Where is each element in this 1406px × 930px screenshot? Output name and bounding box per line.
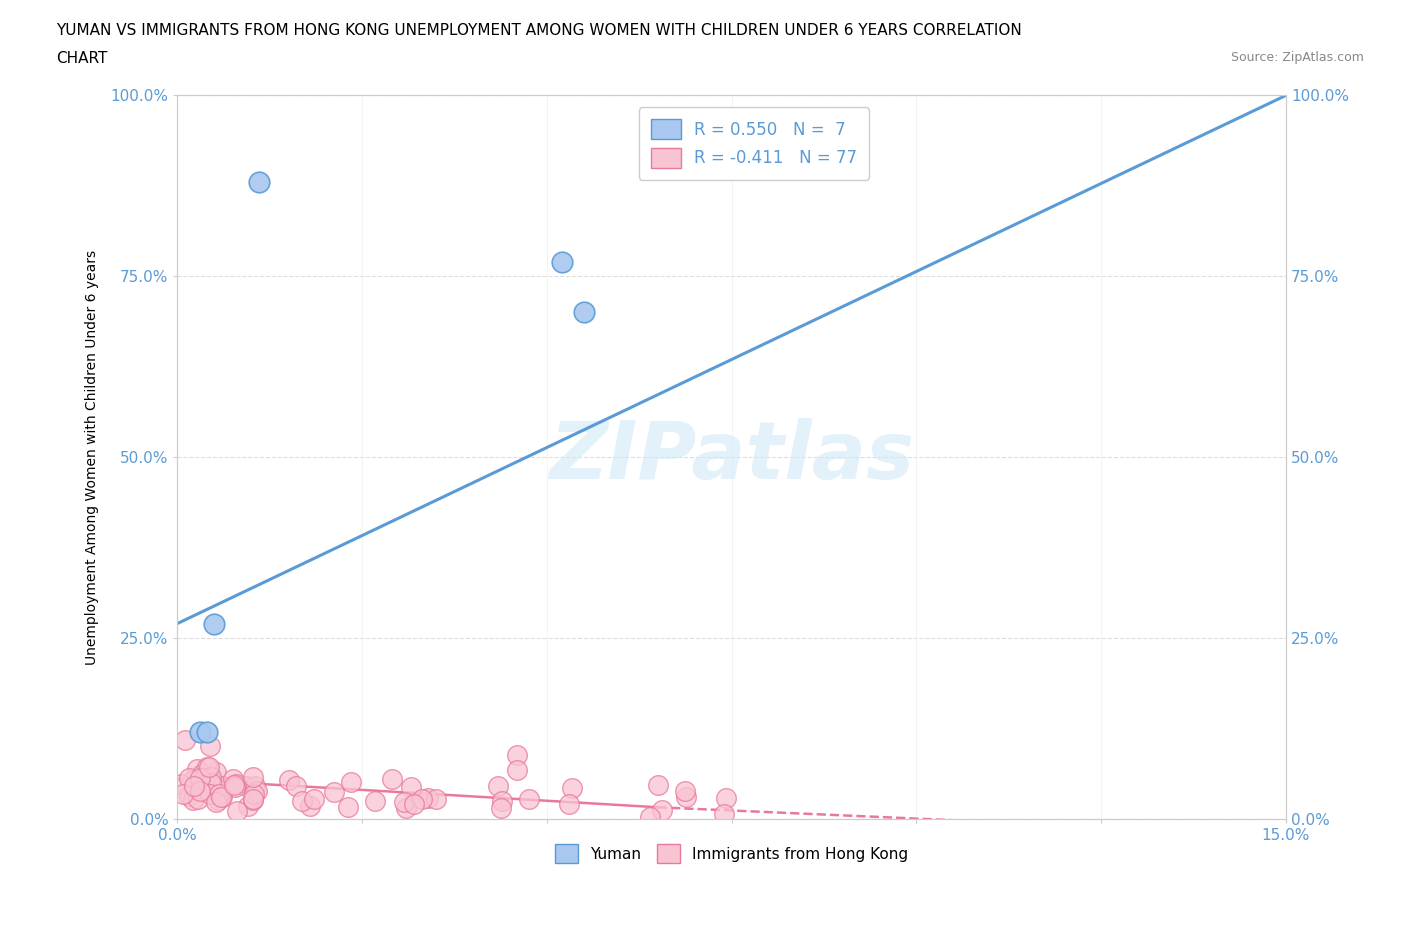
Point xyxy=(416,790,439,805)
Point xyxy=(173,733,195,748)
Point xyxy=(226,804,249,818)
Point xyxy=(205,795,228,810)
Point xyxy=(322,784,344,799)
Point xyxy=(340,775,363,790)
Text: CHART: CHART xyxy=(56,51,108,66)
Point xyxy=(188,784,211,799)
Point xyxy=(243,778,266,793)
Point xyxy=(402,796,425,811)
Point xyxy=(222,772,245,787)
Point xyxy=(551,254,574,269)
Point xyxy=(190,783,212,798)
Point xyxy=(225,777,247,791)
Point xyxy=(302,791,325,806)
Point xyxy=(242,792,264,807)
Point xyxy=(235,778,257,793)
Point xyxy=(183,778,205,793)
Point xyxy=(186,762,208,777)
Point xyxy=(298,798,321,813)
Point xyxy=(198,759,221,774)
Point xyxy=(236,799,259,814)
Point xyxy=(364,794,387,809)
Point xyxy=(214,779,236,794)
Point xyxy=(713,806,735,821)
Point xyxy=(242,786,264,801)
Point xyxy=(195,724,218,739)
Point xyxy=(651,803,673,817)
Point xyxy=(572,305,595,320)
Point xyxy=(506,747,529,762)
Point xyxy=(242,769,264,784)
Text: YUMAN VS IMMIGRANTS FROM HONG KONG UNEMPLOYMENT AMONG WOMEN WITH CHILDREN UNDER : YUMAN VS IMMIGRANTS FROM HONG KONG UNEMP… xyxy=(56,23,1022,38)
Point xyxy=(211,790,233,804)
Point xyxy=(197,760,219,775)
Point xyxy=(224,779,246,794)
Point xyxy=(211,778,233,793)
Point xyxy=(177,789,200,804)
Point xyxy=(195,781,218,796)
Point xyxy=(170,777,193,791)
Legend: Yuman, Immigrants from Hong Kong: Yuman, Immigrants from Hong Kong xyxy=(550,838,914,870)
Point xyxy=(179,771,201,786)
Point xyxy=(517,792,540,807)
Point xyxy=(381,771,404,786)
Point xyxy=(561,781,583,796)
Point xyxy=(489,801,512,816)
Point xyxy=(200,738,222,753)
Point xyxy=(172,787,194,802)
Point xyxy=(222,777,245,792)
Point xyxy=(187,791,209,806)
Point xyxy=(395,801,418,816)
Point xyxy=(246,783,269,798)
Point xyxy=(285,779,308,794)
Text: ZIPatlas: ZIPatlas xyxy=(550,418,914,496)
Point xyxy=(200,787,222,802)
Point xyxy=(202,616,225,631)
Point xyxy=(425,791,447,806)
Point xyxy=(486,778,509,793)
Y-axis label: Unemployment Among Women with Children Under 6 years: Unemployment Among Women with Children U… xyxy=(86,249,100,665)
Point xyxy=(714,790,737,805)
Point xyxy=(207,793,229,808)
Point xyxy=(247,175,270,190)
Point xyxy=(188,770,211,785)
Point xyxy=(673,783,696,798)
Point xyxy=(205,764,228,779)
Text: Source: ZipAtlas.com: Source: ZipAtlas.com xyxy=(1230,51,1364,64)
Point xyxy=(337,799,360,814)
Point xyxy=(188,724,211,739)
Point xyxy=(193,771,215,786)
Point xyxy=(181,773,204,788)
Point xyxy=(392,794,415,809)
Point xyxy=(675,790,697,804)
Point xyxy=(411,791,433,806)
Point xyxy=(291,793,314,808)
Point xyxy=(191,766,214,781)
Point xyxy=(638,810,661,825)
Point xyxy=(399,779,422,794)
Point xyxy=(200,774,222,789)
Point xyxy=(209,790,232,804)
Point xyxy=(647,777,669,792)
Point xyxy=(558,796,581,811)
Point xyxy=(278,773,301,788)
Point xyxy=(198,776,221,790)
Point xyxy=(505,763,527,777)
Point xyxy=(208,787,231,802)
Point xyxy=(181,792,204,807)
Point xyxy=(200,769,222,784)
Point xyxy=(491,794,513,809)
Point xyxy=(242,791,264,806)
Point xyxy=(200,776,222,790)
